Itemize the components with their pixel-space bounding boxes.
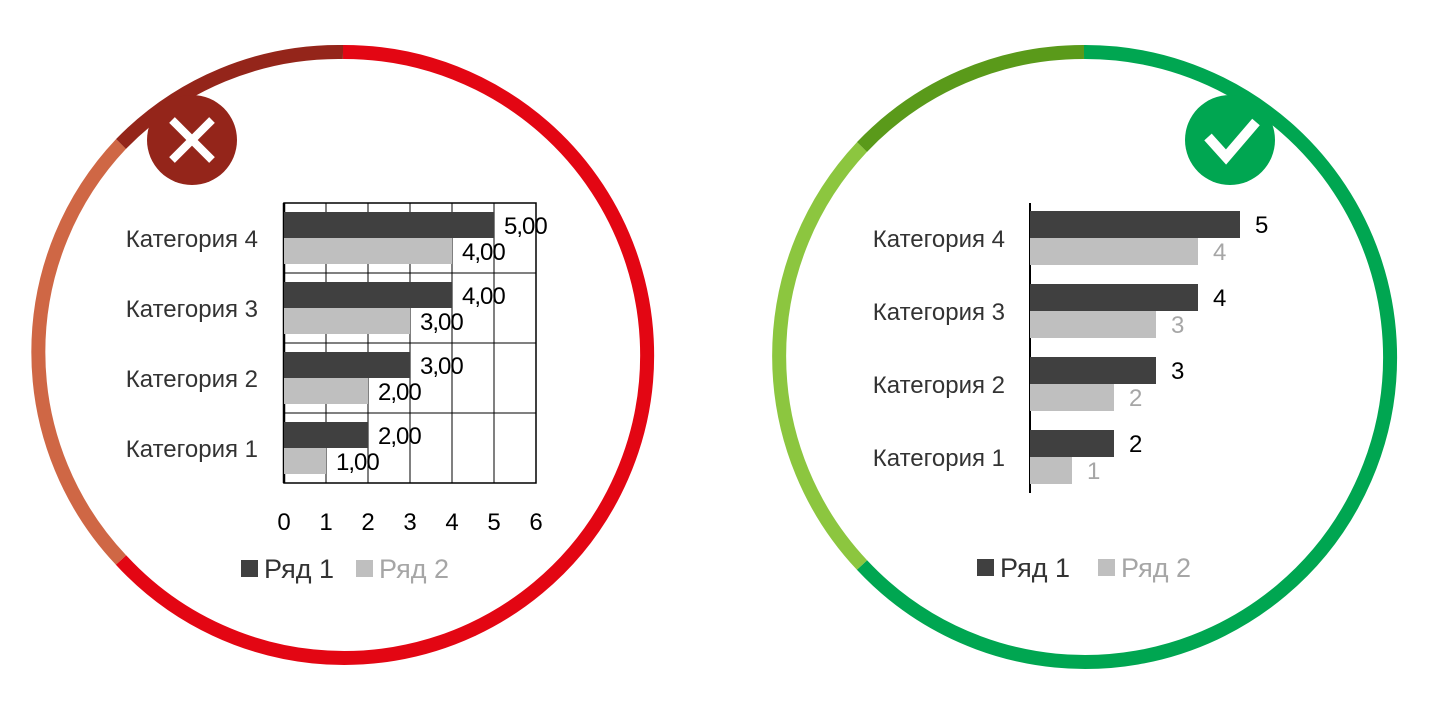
bad-x-tick-label: 3: [403, 509, 416, 536]
good-badge: [1185, 95, 1275, 185]
good-chart-bars: [1030, 211, 1240, 484]
bad-bar-series2: [284, 378, 368, 404]
good-data-label: 3: [1171, 312, 1184, 339]
bad-chart: Категория 1 Категория 2 Категория 3 Категор…: [126, 202, 548, 536]
good-example-panel: Категория 1 Категория 2 Категория 3 Категор…: [772, 44, 1398, 669]
bad-ring-main-arc: [115, 44, 655, 665]
good-bar-series1: [1030, 430, 1114, 457]
bad-category-label: Категория 1: [126, 436, 258, 463]
good-chart: Категория 1 Категория 2 Категория 3 Категор…: [873, 203, 1268, 493]
good-bar-series1: [1030, 357, 1156, 384]
good-legend-label-2: Ряд 2: [1121, 553, 1191, 583]
bad-x-tick-label: 5: [487, 509, 500, 536]
good-data-label: 2: [1129, 431, 1142, 458]
bad-category-label: Категория 2: [126, 366, 258, 393]
bad-ring: [31, 44, 655, 665]
bad-badge: [147, 95, 237, 185]
bad-x-tick-label: 2: [361, 509, 374, 536]
good-bar-series1: [1030, 284, 1198, 311]
good-data-label: 5: [1255, 212, 1268, 239]
bad-data-label: 3,00: [420, 353, 463, 380]
good-data-label: 1: [1087, 458, 1100, 485]
good-data-label: 3: [1171, 358, 1184, 385]
bad-legend-label-1: Ряд 1: [264, 554, 334, 584]
bad-data-label: 2,00: [378, 379, 421, 406]
good-data-labels: 2 1 3 2 4 3 5 4: [1087, 212, 1268, 485]
good-ring: [772, 44, 1398, 669]
bad-x-tick-labels: 0 1 2 3 4 5 6: [277, 509, 542, 536]
bad-bar-series1: [284, 422, 368, 448]
good-category-label: Категория 2: [873, 372, 1005, 399]
bad-ring-dark-arc: [115, 44, 344, 149]
good-legend: Ряд 1 Ряд 2: [977, 553, 1191, 583]
good-category-label: Категория 1: [873, 445, 1005, 472]
good-data-label: 2: [1129, 385, 1142, 412]
bad-bar-series1: [284, 212, 494, 238]
bad-bar-series1: [284, 352, 410, 378]
bad-data-label: 4,00: [462, 283, 505, 310]
bad-legend-label-2: Ряд 2: [379, 554, 449, 584]
good-data-label: 4: [1213, 239, 1226, 266]
bad-chart-bars: [284, 212, 494, 474]
bad-bar-series1: [284, 282, 452, 308]
good-bar-series2: [1030, 311, 1156, 338]
good-bar-series2: [1030, 457, 1072, 484]
bad-bar-series2: [284, 308, 410, 334]
bad-x-tick-label: 4: [445, 509, 458, 536]
good-legend-swatch-2: [1098, 559, 1115, 576]
bad-category-label: Категория 3: [126, 296, 258, 323]
cross-icon: [169, 117, 215, 163]
bad-example-panel: Категория 1 Категория 2 Категория 3 Категор…: [31, 44, 655, 665]
good-data-label: 4: [1213, 285, 1226, 312]
good-bar-series2: [1030, 238, 1198, 265]
check-icon: [1204, 118, 1260, 165]
bad-x-tick-label: 6: [529, 509, 542, 536]
bad-data-label: 5,00: [504, 213, 547, 240]
bad-data-label: 2,00: [378, 423, 421, 450]
good-ring-muted-arc: [772, 142, 868, 570]
bad-data-labels: 2,001,003,002,004,003,005,004,00: [336, 213, 548, 476]
bad-x-tick-label: 0: [277, 509, 290, 536]
bad-x-tick-label: 1: [319, 509, 332, 536]
good-bar-series2: [1030, 384, 1114, 411]
bad-legend: Ряд 1 Ряд 2: [241, 554, 449, 584]
good-ring-main-arc: [856, 44, 1398, 669]
good-bar-series1: [1030, 211, 1240, 238]
bad-category-label: Категория 4: [126, 226, 258, 253]
bad-bar-series2: [284, 448, 326, 474]
good-category-labels: Категория 1 Категория 2 Категория 3 Категор…: [873, 226, 1005, 472]
good-legend-label-1: Ряд 1: [1000, 553, 1070, 583]
good-category-label: Категория 3: [873, 299, 1005, 326]
bad-data-label: 1,00: [336, 449, 379, 476]
good-badge-circle: [1185, 95, 1275, 185]
bad-legend-swatch-1: [241, 560, 258, 577]
bad-bar-series2: [284, 238, 452, 264]
bad-data-label: 3,00: [420, 309, 463, 336]
good-ring-dark-arc: [856, 44, 1085, 152]
good-category-label: Категория 4: [873, 226, 1005, 253]
good-legend-swatch-1: [977, 559, 994, 576]
bad-data-label: 4,00: [462, 239, 505, 266]
bad-legend-swatch-2: [356, 560, 373, 577]
bad-ring-muted-arc: [31, 139, 127, 565]
bad-category-labels: Категория 1 Категория 2 Категория 3 Категор…: [126, 226, 258, 463]
